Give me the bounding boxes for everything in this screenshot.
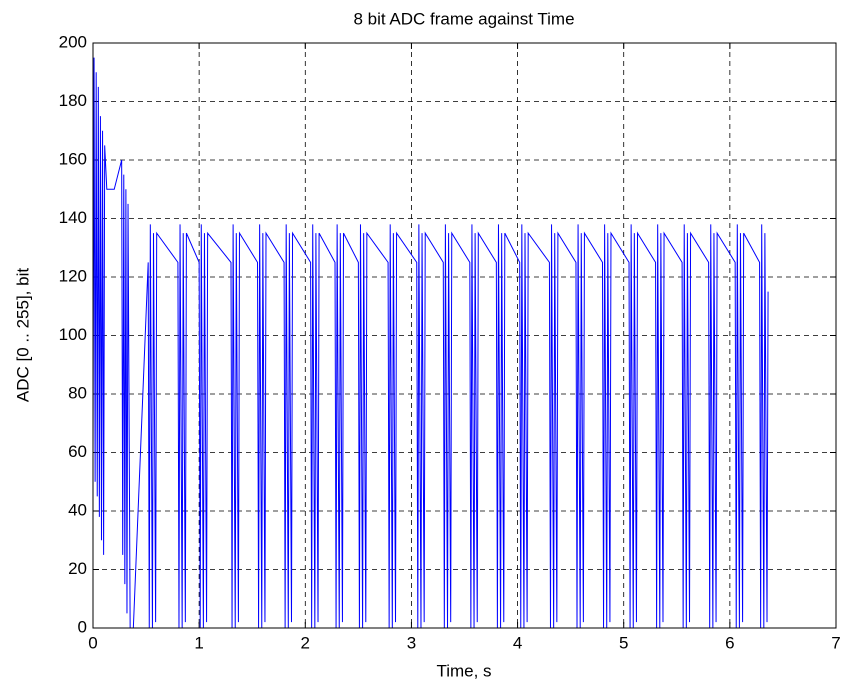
x-tick-label: 1: [194, 633, 203, 652]
x-axis-label: Time, s: [436, 661, 491, 680]
x-tick-label: 2: [301, 633, 310, 652]
y-tick-label: 160: [59, 149, 87, 168]
y-tick-label: 20: [68, 559, 87, 578]
y-tick-label: 80: [68, 383, 87, 402]
y-axis-label: ADC [0 .. 255], bit: [13, 268, 32, 402]
x-tick-label: 4: [513, 633, 522, 652]
x-tick-label: 6: [725, 633, 734, 652]
x-tick-label: 7: [831, 633, 840, 652]
y-tick-label: 60: [68, 442, 87, 461]
data-line: [92, 57, 769, 629]
x-tick-label: 5: [619, 633, 628, 652]
x-tick-label: 3: [407, 633, 416, 652]
chart-title: 8 bit ADC frame against Time: [353, 9, 574, 28]
y-tick-label: 100: [59, 325, 87, 344]
y-tick-label: 140: [59, 208, 87, 227]
y-tick-label: 40: [68, 500, 87, 519]
y-tick-label: 0: [78, 617, 87, 636]
y-tick-label: 200: [59, 32, 87, 51]
y-tick-label: 120: [59, 266, 87, 285]
y-tick-label: 180: [59, 91, 87, 110]
plot-frame: [92, 42, 837, 629]
x-tick-label: 0: [88, 633, 97, 652]
